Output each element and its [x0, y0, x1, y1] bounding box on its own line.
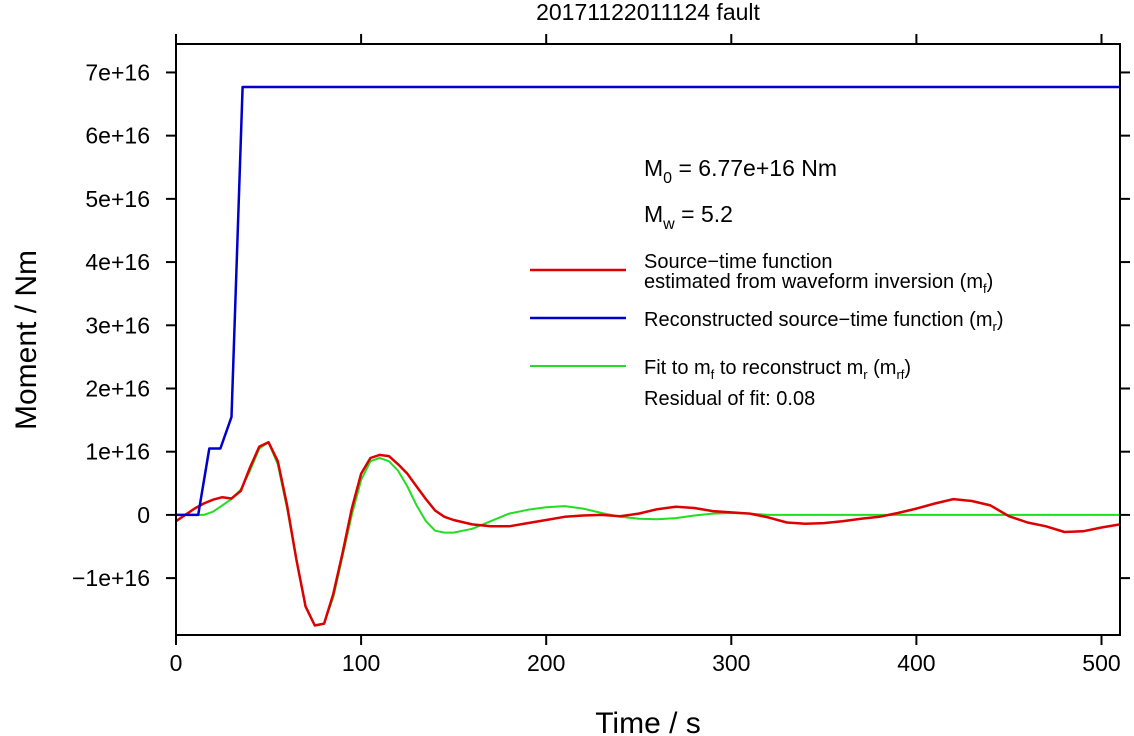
axes: 0 100 200 300 400 500 −1e+16 0 1e+16 2e+16 3e+16 4e… — [72, 34, 1130, 676]
y-tick-label: 2e+16 — [85, 375, 150, 401]
series-line-mf — [175, 440, 1121, 627]
y-tick-label: −1e+16 — [72, 565, 150, 591]
legend-mrf-open: (m — [868, 357, 897, 379]
plot-frame — [175, 43, 1121, 636]
seismic-moment-annotation: M0 = 6.77e+16 Nm — [644, 155, 837, 187]
series-lines — [175, 85, 1121, 627]
residual-annotation: Residual of fit: 0.08 — [644, 388, 815, 410]
y-tick-label: 0 — [137, 502, 150, 528]
y-tick-label: 6e+16 — [85, 123, 150, 149]
mw-symbol: M — [644, 201, 663, 227]
legend-mrf-sub1: f — [711, 367, 715, 382]
y-axis-title: Moment / Nm — [10, 250, 43, 430]
legend-mrf-close: ) — [904, 357, 911, 379]
legend-mf-sub: f — [983, 281, 987, 296]
mw-subscript: w — [662, 216, 675, 233]
y-tick-label: 7e+16 — [85, 59, 150, 85]
m0-symbol: M — [644, 155, 663, 181]
m0-subscript: 0 — [663, 170, 672, 187]
legend-mrf-sub3: rf — [896, 367, 904, 382]
mw-value: = 5.2 — [675, 201, 733, 227]
legend-label-mf-line2: estimated from waveform inversion (mf) — [644, 271, 993, 296]
legend-mr-sub: r — [993, 319, 998, 334]
legend-mf-close: ) — [987, 271, 994, 293]
m0-value: = 6.77e+16 Nm — [672, 155, 837, 181]
series-line-mr — [176, 85, 1120, 517]
legend: Source−time function estimated from wave… — [530, 251, 1004, 410]
x-tick-label: 200 — [527, 650, 565, 676]
legend-label-mf-line1: Source−time function — [644, 251, 832, 273]
legend-mrf-text1: Fit to m — [644, 357, 711, 379]
y-tick-label: 4e+16 — [85, 249, 150, 275]
y-tick-label: 1e+16 — [85, 439, 150, 465]
legend-label-mrf: Fit to mf to reconstruct mr (mrf) — [644, 357, 911, 382]
x-axis-title: Time / s — [595, 707, 701, 736]
x-tick-label: 300 — [712, 650, 750, 676]
chart-title: 20171122011124 fault — [536, 0, 760, 25]
moment-magnitude-annotation: Mw = 5.2 — [644, 201, 733, 233]
y-tick-label: 3e+16 — [85, 312, 150, 338]
legend-mr-text: Reconstructed source−time function (m — [644, 309, 993, 331]
legend-mr-close: ) — [997, 309, 1004, 331]
x-tick-label: 100 — [342, 650, 380, 676]
x-tick-label: 0 — [170, 650, 183, 676]
series-line-mrf — [176, 441, 1120, 627]
legend-mrf-sub2: r — [863, 367, 868, 382]
x-tick-label: 400 — [897, 650, 935, 676]
legend-mf-text: estimated from waveform inversion (m — [644, 271, 983, 293]
y-tick-label: 5e+16 — [85, 186, 150, 212]
legend-mrf-text2: to reconstruct m — [714, 357, 863, 379]
legend-label-mr: Reconstructed source−time function (mr) — [644, 309, 1004, 334]
x-tick-label: 500 — [1082, 650, 1120, 676]
